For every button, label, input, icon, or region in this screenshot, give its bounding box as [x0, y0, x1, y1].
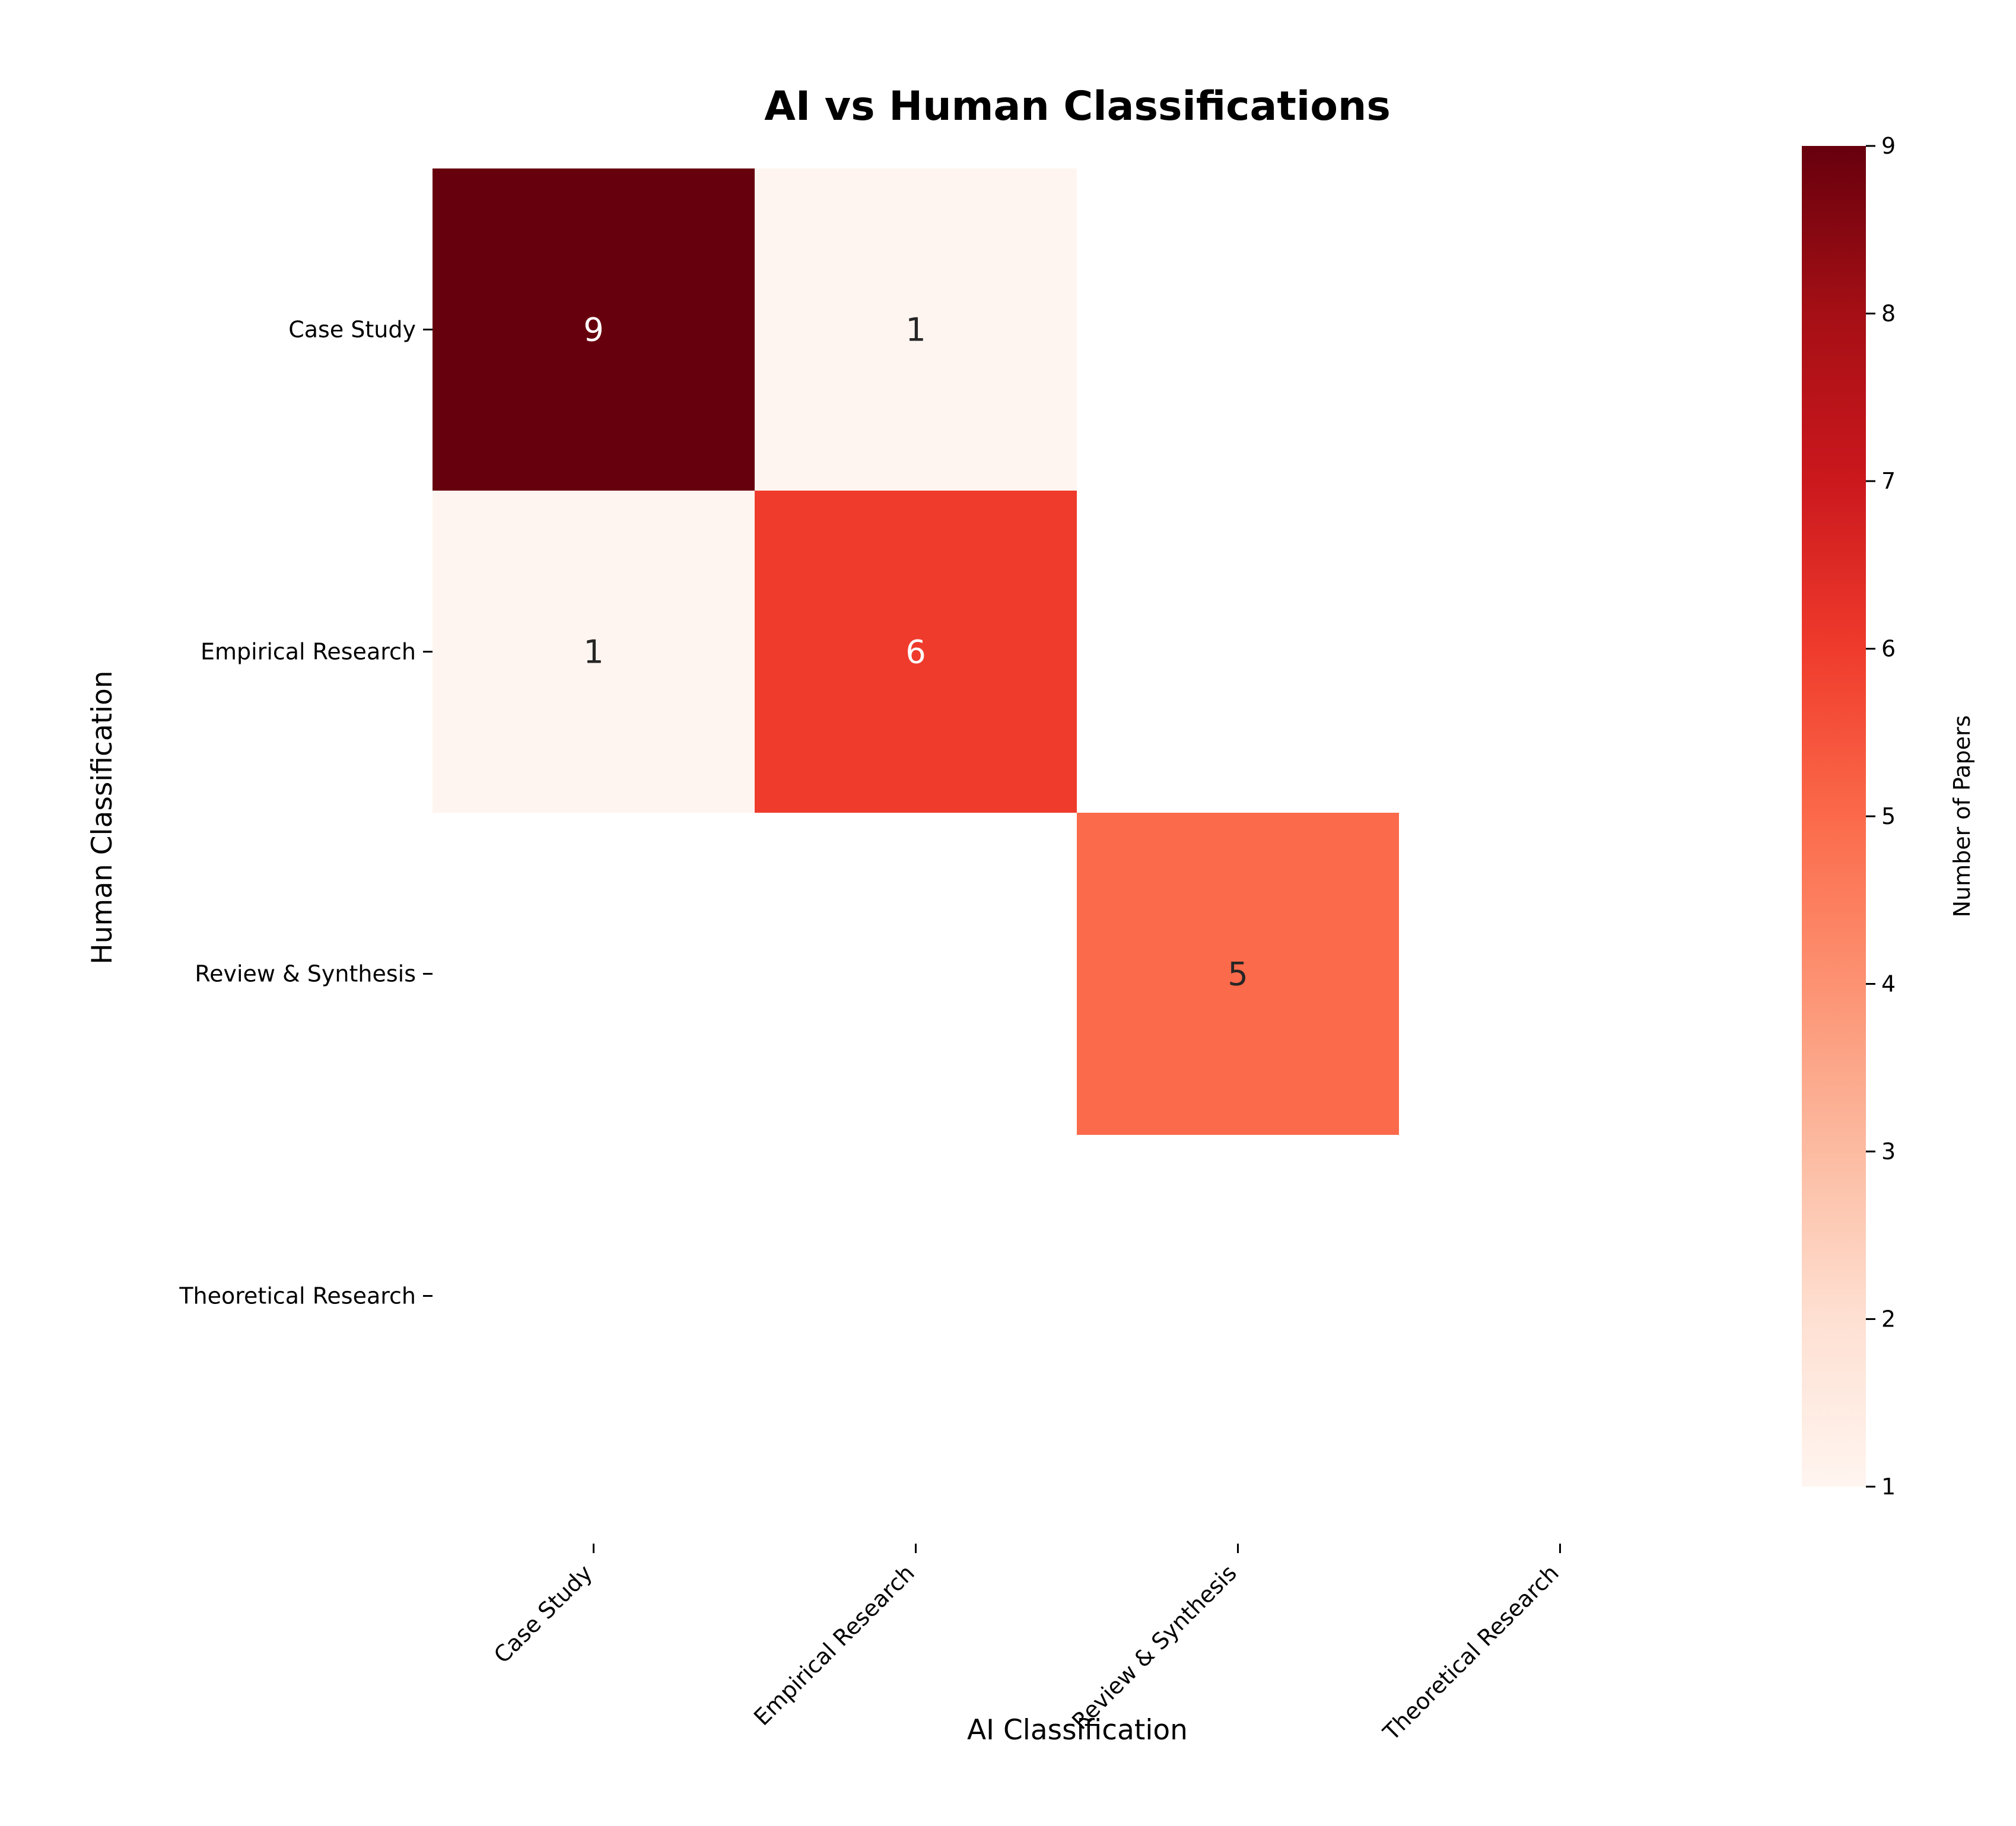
- colorbar: 1 2 3 4 5 6 7 8 9 Number of Papers: [1802, 133, 1975, 1500]
- heatmap-cell-r1-c0: [433, 491, 755, 813]
- colorbar-tick-label-5: 6: [1881, 636, 1896, 662]
- heatmap-cell-labels: 9 1 1 6 5: [583, 311, 1248, 993]
- cell-value-r0-c0: 9: [583, 311, 603, 349]
- y-tick-label-1: Empirical Research: [201, 639, 416, 665]
- colorbar-tick-label-6: 7: [1881, 468, 1896, 494]
- x-tick-label-0: Case Study: [489, 1560, 597, 1668]
- y-tick-label-0: Case Study: [288, 317, 416, 343]
- y-tick-label-3: Theoretical Research: [179, 1283, 416, 1309]
- x-tick-label-3: Theoretical Research: [1378, 1560, 1564, 1746]
- cell-value-r0-c1: 1: [905, 311, 926, 349]
- x-tick-label-1: Empirical Research: [749, 1560, 920, 1730]
- y-tick-label-2: Review & Synthesis: [195, 961, 416, 987]
- colorbar-ticks: 1 2 3 4 5 6 7 8 9: [1866, 133, 1896, 1500]
- heatmap-cell-r0-c1: [755, 168, 1077, 491]
- colorbar-tick-label-3: 4: [1881, 971, 1896, 997]
- heatmap-cells: [433, 168, 1399, 1135]
- colorbar-tick-label-1: 2: [1881, 1306, 1896, 1332]
- cell-value-r1-c0: 1: [583, 634, 603, 671]
- colorbar-tick-label-7: 8: [1881, 301, 1896, 327]
- colorbar-gradient: [1802, 146, 1866, 1487]
- colorbar-label: Number of Papers: [1949, 715, 1975, 918]
- x-tick-label-2: Review & Synthesis: [1067, 1560, 1242, 1735]
- cell-value-r1-c1: 6: [905, 634, 926, 671]
- cell-value-r2-c2: 5: [1228, 956, 1248, 993]
- heatmap-cell-r0-c0: [433, 168, 755, 491]
- x-axis-label: AI Classification: [967, 1714, 1188, 1747]
- y-axis-label: Human Classification: [86, 670, 119, 964]
- colorbar-tick-label-8: 9: [1881, 133, 1896, 159]
- colorbar-tick-label-4: 5: [1881, 803, 1896, 829]
- y-axis: Case Study Empirical Research Review & Syn…: [179, 317, 433, 1309]
- heatmap-cell-r1-c1: [755, 491, 1077, 813]
- colorbar-tick-label-0: 1: [1881, 1474, 1896, 1500]
- chart-title: AI vs Human Classifications: [764, 83, 1391, 130]
- colorbar-tick-label-2: 3: [1881, 1138, 1896, 1165]
- heatmap-cell-r2-c2: [1077, 813, 1399, 1135]
